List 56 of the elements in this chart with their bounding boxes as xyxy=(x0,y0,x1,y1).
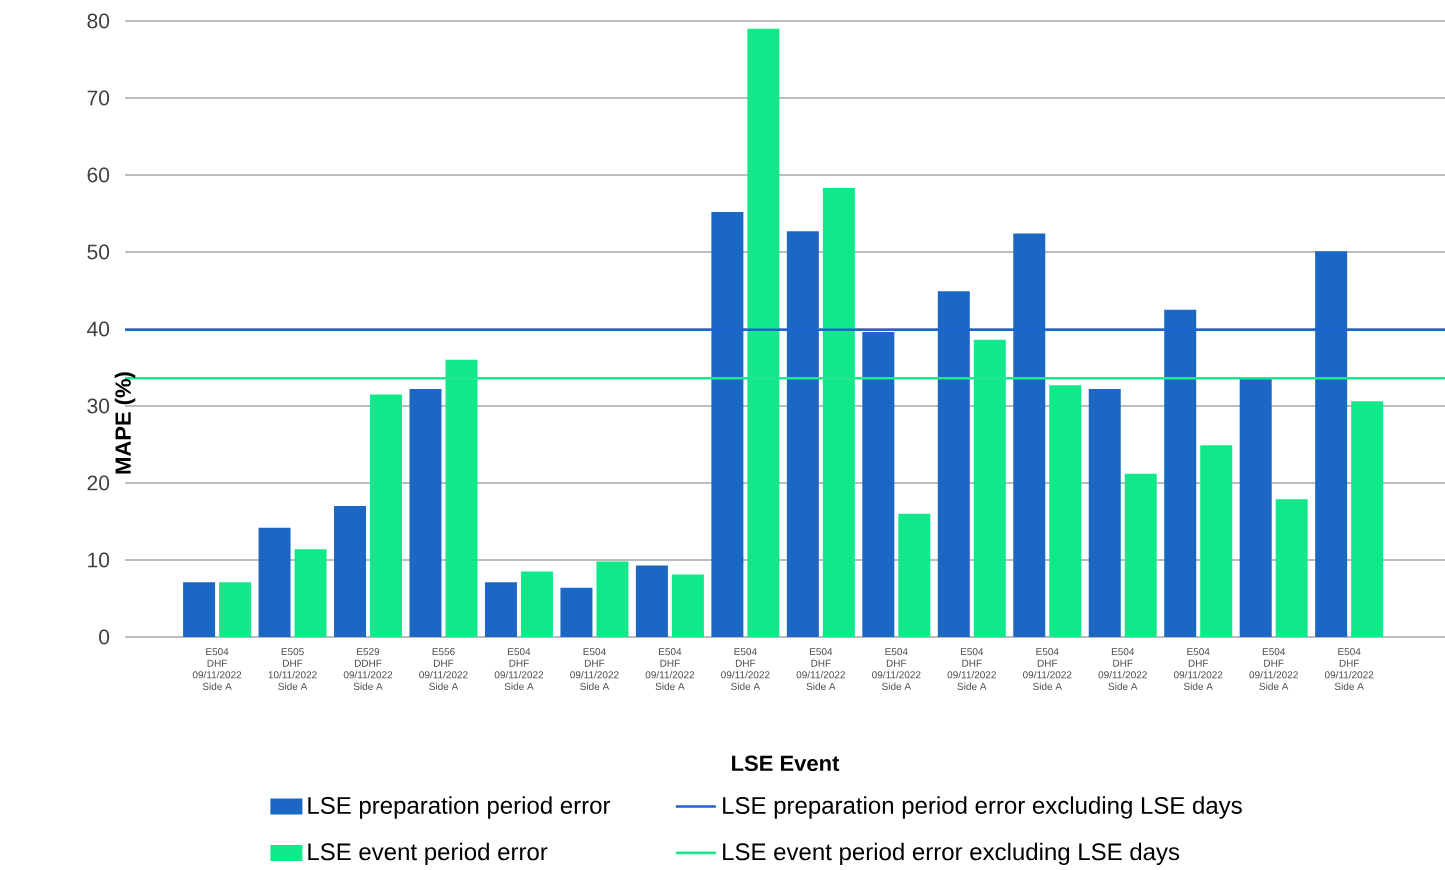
y-tick-label: 60 xyxy=(87,167,110,183)
bar xyxy=(258,527,291,637)
bar xyxy=(219,582,252,637)
x-tick-label: E505 DHF 10/11/2022 Side A xyxy=(268,648,317,690)
bar xyxy=(747,28,780,637)
bar xyxy=(822,188,855,637)
bar xyxy=(1124,473,1157,637)
y-tick-label: 40 xyxy=(87,321,110,337)
x-tick-label: E504 DHF 09/11/2022 Side A xyxy=(1249,648,1298,690)
bar xyxy=(294,549,327,637)
y-tick-label: 50 xyxy=(87,244,110,260)
x-tick-label: E504 DHF 09/11/2022 Side A xyxy=(1023,648,1072,690)
x-tick-label: E504 DHF 09/11/2022 Side A xyxy=(570,648,619,690)
x-tick-label: E556 DHF 09/11/2022 Side A xyxy=(419,648,468,690)
legend-label: LSE preparation period error xyxy=(308,796,611,819)
bar xyxy=(520,571,553,637)
x-tick-label: E504 DHF 09/11/2022 Side A xyxy=(872,648,921,690)
legend-label: LSE event period error excluding LSE days xyxy=(723,842,1180,866)
bar xyxy=(1239,379,1272,637)
x-tick-label: E504 DHF 09/11/2022 Side A xyxy=(1324,648,1374,690)
bar xyxy=(1088,389,1121,637)
bar xyxy=(484,582,517,637)
bar xyxy=(445,359,478,637)
y-tick-label: 80 xyxy=(87,13,110,29)
x-tick-label: E504 DHF 09/11/2022 Side A xyxy=(796,648,845,690)
bar xyxy=(898,513,931,637)
y-tick-label: 10 xyxy=(88,552,110,568)
y-tick-label: 30 xyxy=(87,398,110,414)
x-tick-label: E529 DDHF 09/11/2022 Side A xyxy=(343,648,393,690)
x-axis-title: LSE Event xyxy=(732,755,840,772)
bar xyxy=(370,394,403,637)
bar xyxy=(671,574,704,637)
bar xyxy=(560,587,593,637)
bar xyxy=(183,582,216,637)
x-tick-label: E504 DHF 09/11/2022 Side A xyxy=(721,648,770,690)
bar xyxy=(334,506,367,637)
y-tick-label: 0 xyxy=(99,629,110,645)
bar xyxy=(596,561,629,637)
bar xyxy=(1049,385,1082,637)
bar xyxy=(635,565,668,637)
x-tick-label: E504 DHF 09/11/2022 Side A xyxy=(947,648,996,690)
x-tick-label: E504 DHF 09/11/2022 Side A xyxy=(645,648,695,690)
legend-label: LSE preparation period error excluding LSE days xyxy=(723,796,1242,819)
bar xyxy=(1275,499,1308,637)
x-tick-label: E504 DHF 09/11/2022 Side A xyxy=(494,648,544,690)
legend-label: LSE event period error xyxy=(308,842,548,866)
x-tick-label: E504 DHF 09/11/2022 Side A xyxy=(1098,648,1147,690)
bar xyxy=(1351,401,1384,637)
y-tick-label: 70 xyxy=(87,90,110,106)
bar xyxy=(973,339,1006,637)
bar xyxy=(1200,445,1233,637)
y-axis-title: MAPE (%) xyxy=(114,372,136,474)
bar xyxy=(409,389,442,637)
x-tick-label: E504 DHF 09/11/2022 Side A xyxy=(192,648,242,690)
y-tick-label: 20 xyxy=(87,475,110,491)
x-tick-label: E504 DHF 09/11/2022 Side A xyxy=(1173,648,1223,690)
